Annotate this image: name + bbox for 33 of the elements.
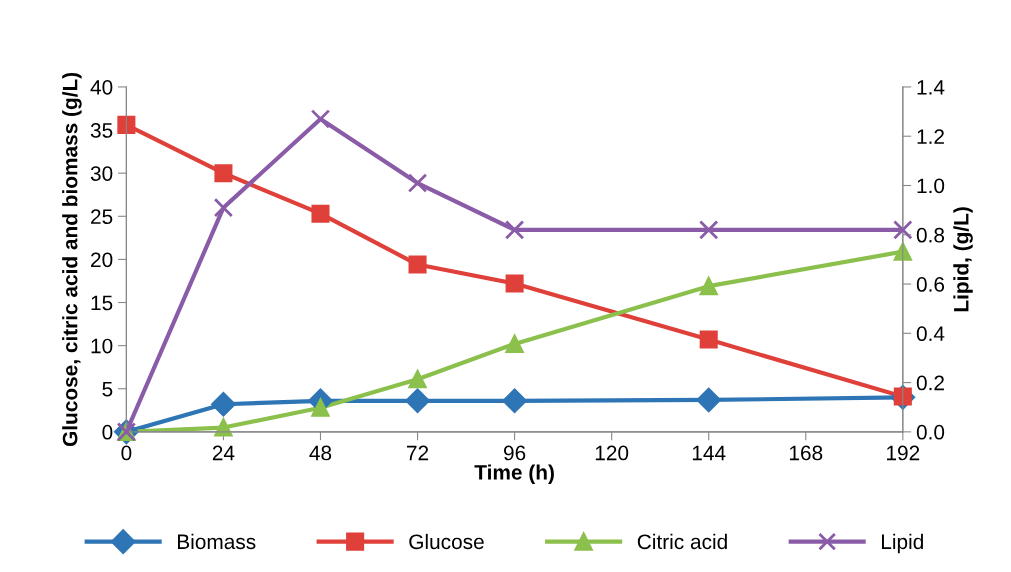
x-axis-title: Time (h): [474, 464, 554, 484]
y2-tick-label: 0.0: [916, 424, 945, 440]
x-tick-label: 96: [503, 445, 526, 461]
y-tick-label: 10: [91, 338, 113, 354]
y-tick-label: 15: [91, 295, 113, 311]
y-tick-label: 35: [90, 123, 113, 138]
y-tick-label: 25: [91, 209, 113, 225]
x-tick-label: 168: [789, 445, 823, 461]
y2-tick-label: 1.4: [917, 80, 945, 95]
y2-tick-label: 0.2: [916, 375, 944, 391]
legend-label: Citric acid: [637, 533, 727, 550]
y-tick-label: 5: [102, 381, 113, 397]
legend-label: Glucose: [409, 533, 484, 550]
y-tick-label: 30: [90, 166, 113, 181]
x-tick-label: 0: [121, 445, 132, 461]
x-tick-label: 72: [407, 445, 429, 461]
y2-axis-title: Lipid, (g/L): [953, 207, 973, 312]
y2-tick-label: 0.4: [916, 326, 945, 342]
x-tick-label: 192: [887, 445, 920, 461]
y2-tick-label: 0.6: [916, 277, 945, 292]
y-axis-title: Glucose, citric acid and biomass (g/L): [62, 72, 82, 447]
x-tick-label: 120: [595, 445, 629, 461]
legend-label: Lipid: [882, 533, 923, 554]
y-tick-label: 20: [91, 252, 113, 268]
y2-tick-label: 1.2: [917, 129, 944, 144]
y-tick-label: 40: [90, 79, 113, 95]
x-tick-label: 48: [309, 445, 332, 461]
y2-tick-label: 0.8: [916, 227, 945, 243]
y2-tick-label: 1.0: [917, 178, 945, 194]
y-tick-label: 0: [102, 424, 113, 440]
x-tick-label: 24: [212, 445, 235, 461]
x-tick-label: 144: [692, 445, 726, 461]
legend-label: Biomass: [177, 533, 256, 550]
